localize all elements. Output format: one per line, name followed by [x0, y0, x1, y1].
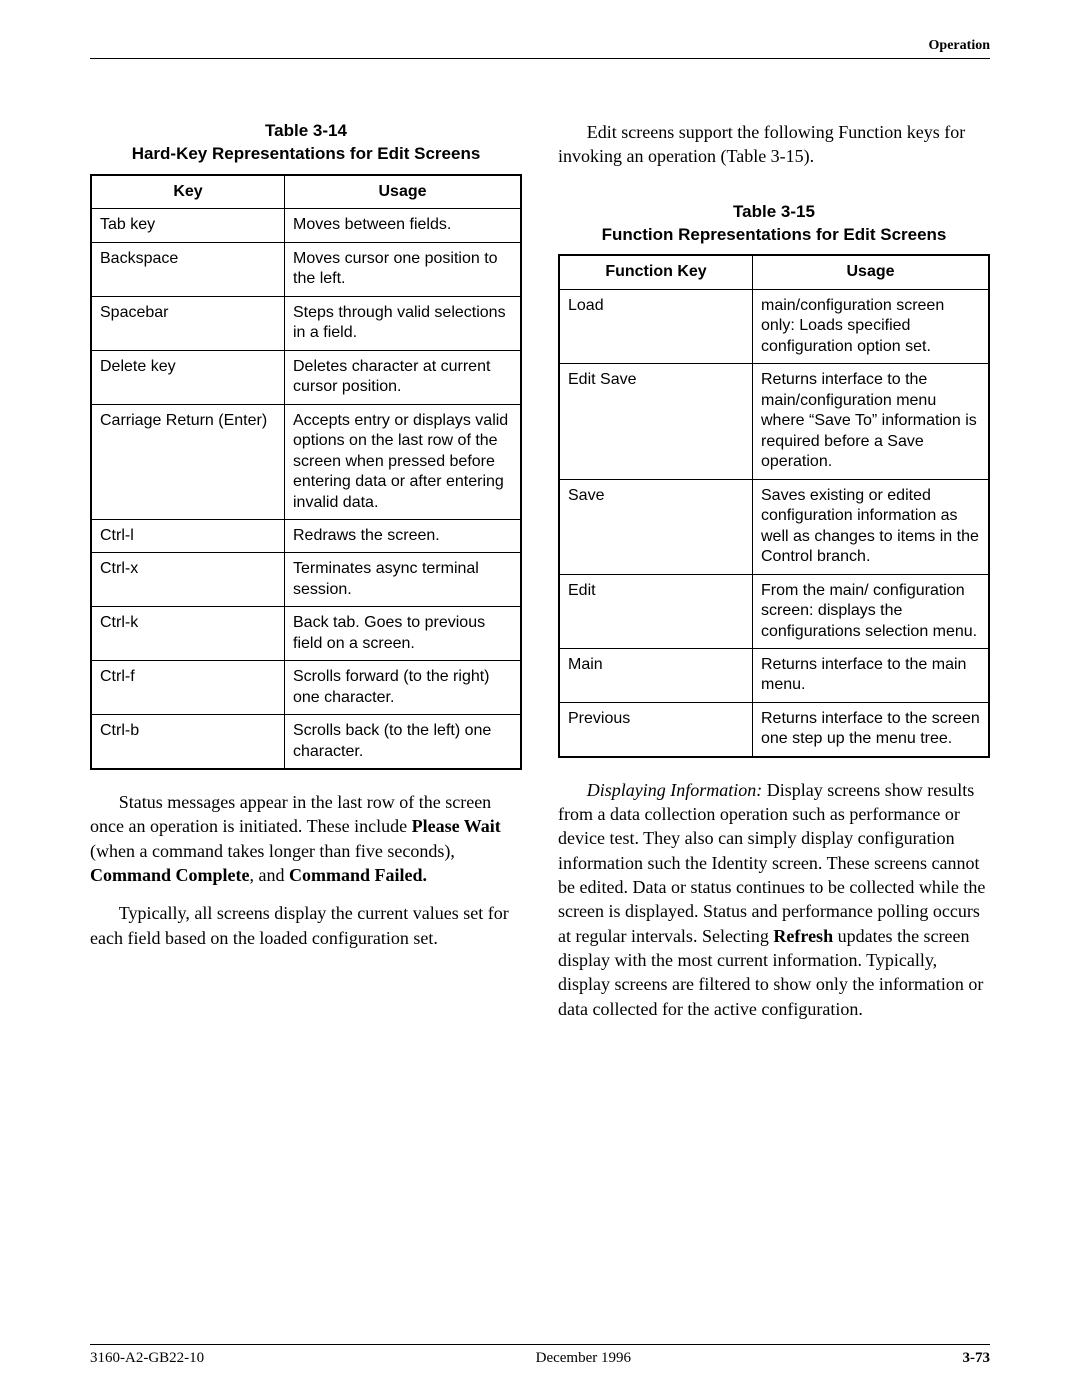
cell-usage: main/configuration screen only: Loads sp… [753, 289, 990, 363]
cell-usage: Moves cursor one position to the left. [285, 242, 522, 296]
cell-usage: Redraws the screen. [285, 519, 522, 552]
table-3-14-caption: Table 3-14 Hard-Key Representations for … [90, 120, 522, 166]
col-header-key: Key [91, 175, 285, 209]
page: Operation Table 3-14 Hard-Key Representa… [0, 0, 1080, 1397]
footer-center: December 1996 [536, 1350, 631, 1367]
header-section-label: Operation [929, 38, 990, 54]
text-bold: Refresh [773, 926, 833, 946]
text-run: , and [250, 865, 290, 885]
footer-left: 3160-A2-GB22-10 [90, 1350, 204, 1367]
footer-right: 3-73 [962, 1350, 990, 1367]
cell-usage: Accepts entry or displays valid options … [285, 404, 522, 519]
cell-key: Carriage Return (Enter) [91, 404, 285, 519]
table-row: Ctrl-lRedraws the screen. [91, 519, 521, 552]
footer: 3160-A2-GB22-10 December 1996 3-73 [90, 1350, 990, 1367]
cell-usage: From the main/ configuration screen: dis… [753, 574, 990, 648]
table-row: Loadmain/configuration screen only: Load… [559, 289, 989, 363]
text-run: (when a command takes longer than five s… [90, 841, 455, 861]
cell-key: Delete key [91, 350, 285, 404]
table-row: BackspaceMoves cursor one position to th… [91, 242, 521, 296]
text-bold: Command Complete [90, 865, 250, 885]
table-row: Edit SaveReturns interface to the main/c… [559, 364, 989, 479]
table-row: Ctrl-fScrolls forward (to the right) one… [91, 661, 521, 715]
cell-key: Spacebar [91, 296, 285, 350]
caption-line: Function Representations for Edit Screen… [602, 225, 947, 244]
table-3-15-caption: Table 3-15 Function Representations for … [558, 201, 990, 247]
cell-key: Ctrl-f [91, 661, 285, 715]
caption-line: Table 3-15 [733, 202, 815, 221]
cell-usage: Scrolls back (to the left) one character… [285, 715, 522, 769]
table-header-row: Key Usage [91, 175, 521, 209]
table-row: Ctrl-bScrolls back (to the left) one cha… [91, 715, 521, 769]
table-row: SaveSaves existing or edited configurati… [559, 479, 989, 574]
cell-usage: Terminates async terminal session. [285, 553, 522, 607]
cell-key: Tab key [91, 209, 285, 242]
cell-usage: Moves between fields. [285, 209, 522, 242]
cell-usage: Returns interface to the screen one step… [753, 702, 990, 756]
content-columns: Table 3-14 Hard-Key Representations for … [90, 120, 990, 1021]
table-3-14: Key Usage Tab keyMoves between fields. B… [90, 174, 522, 770]
cell-usage: Deletes character at current cursor posi… [285, 350, 522, 404]
right-paragraph: Displaying Information: Display screens … [558, 778, 990, 1021]
table-row: EditFrom the main/ configuration screen:… [559, 574, 989, 648]
cell-usage: Steps through valid selections in a fiel… [285, 296, 522, 350]
table-row: Ctrl-kBack tab. Goes to previous field o… [91, 607, 521, 661]
right-intro-block: Edit screens support the following Funct… [558, 120, 990, 169]
col-header-key: Function Key [559, 255, 753, 289]
table-3-15: Function Key Usage Loadmain/configuratio… [558, 254, 990, 757]
table-row: Delete keyDeletes character at current c… [91, 350, 521, 404]
cell-key: Previous [559, 702, 753, 756]
table-row: PreviousReturns interface to the screen … [559, 702, 989, 756]
col-header-usage: Usage [753, 255, 990, 289]
cell-key: Save [559, 479, 753, 574]
table-row: SpacebarSteps through valid selections i… [91, 296, 521, 350]
table-row: Tab keyMoves between fields. [91, 209, 521, 242]
table-row: Carriage Return (Enter)Accepts entry or … [91, 404, 521, 519]
footer-rule [90, 1344, 990, 1345]
cell-usage: Scrolls forward (to the right) one chara… [285, 661, 522, 715]
caption-line: Hard-Key Representations for Edit Screen… [132, 144, 481, 163]
cell-key: Ctrl-l [91, 519, 285, 552]
cell-usage: Returns interface to the main/configurat… [753, 364, 990, 479]
left-paragraph-2: Typically, all screens display the curre… [90, 901, 522, 950]
cell-usage: Saves existing or edited configuration i… [753, 479, 990, 574]
col-header-usage: Usage [285, 175, 522, 209]
cell-key: Backspace [91, 242, 285, 296]
cell-key: Ctrl-k [91, 607, 285, 661]
text-bold: Please Wait [412, 816, 501, 836]
left-paragraph-1: Status messages appear in the last row o… [90, 790, 522, 887]
table-header-row: Function Key Usage [559, 255, 989, 289]
cell-usage: Returns interface to the main menu. [753, 648, 990, 702]
left-column: Table 3-14 Hard-Key Representations for … [90, 120, 522, 1021]
text-bold: Command Failed. [289, 865, 427, 885]
table-row: MainReturns interface to the main menu. [559, 648, 989, 702]
cell-key: Edit [559, 574, 753, 648]
caption-line: Table 3-14 [265, 121, 347, 140]
text-italic: Displaying Information: [587, 780, 763, 800]
cell-key: Edit Save [559, 364, 753, 479]
cell-key: Ctrl-x [91, 553, 285, 607]
cell-key: Ctrl-b [91, 715, 285, 769]
table-row: Ctrl-xTerminates async terminal session. [91, 553, 521, 607]
cell-key: Load [559, 289, 753, 363]
cell-usage: Back tab. Goes to previous field on a sc… [285, 607, 522, 661]
header-rule [90, 58, 990, 59]
cell-key: Main [559, 648, 753, 702]
right-column: Edit screens support the following Funct… [558, 120, 990, 1021]
right-intro-paragraph: Edit screens support the following Funct… [558, 120, 990, 169]
text-run: Display screens show results from a data… [558, 780, 985, 946]
